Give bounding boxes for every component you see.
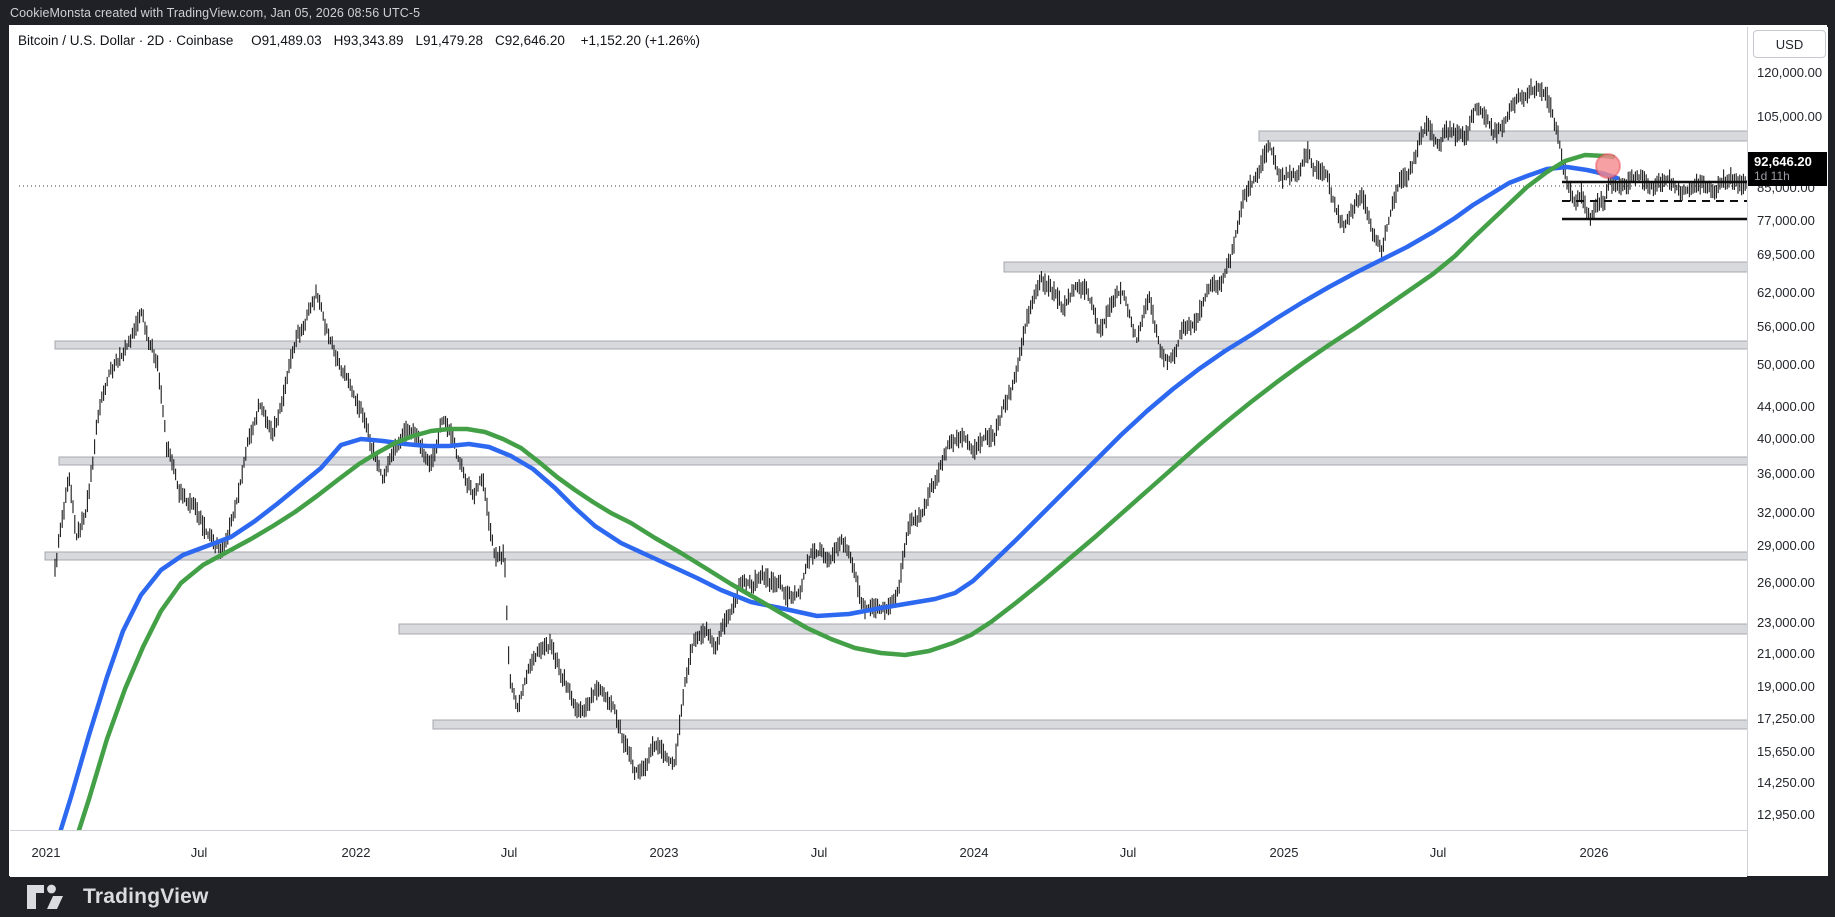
price-tick: 23,000.00 [1757, 615, 1815, 630]
currency-badge: USD [1753, 30, 1826, 58]
ohlc-item-o: O91,489.03 [251, 33, 322, 48]
time-tick-jul: Jul [811, 845, 828, 860]
price-tick: 62,000.00 [1757, 285, 1815, 300]
price-tick: 19,000.00 [1757, 679, 1815, 694]
price-chart-canvas[interactable] [19, 52, 1756, 855]
ohlc-item-l: L91,479.28 [415, 33, 483, 48]
bar-countdown: 1d 11h [1748, 169, 1827, 184]
time-tick-jul: Jul [1430, 845, 1447, 860]
time-tick-2021: 2021 [32, 845, 61, 860]
time-tick-2023: 2023 [650, 845, 679, 860]
candlestick-series [55, 78, 1756, 780]
price-tick: 56,000.00 [1757, 319, 1815, 334]
time-tick-jul: Jul [191, 845, 208, 860]
zone-supply-105k[interactable] [1259, 131, 1756, 141]
symbol-legend: Bitcoin / U.S. Dollar · 2D · Coinbase O9… [18, 33, 700, 48]
tradingview-logo: TradingView [27, 884, 209, 910]
ohlc-item-h: H93,343.89 [334, 33, 404, 48]
time-scale[interactable]: 2021 Jul 2022 Jul 2023 Jul 2024 Jul 2025 Jul 2026 [10, 830, 1747, 877]
footer-bar: TradingView [0, 877, 1835, 917]
price-tick: 69,500.00 [1757, 247, 1815, 262]
time-tick-2025: 2025 [1270, 845, 1299, 860]
zone-supply-73k[interactable] [1004, 262, 1756, 272]
time-tick-jul: Jul [501, 845, 518, 860]
zone-zone-18k[interactable] [433, 720, 1756, 729]
zone-zone-24k[interactable] [399, 624, 1756, 634]
price-tick: 32,000.00 [1757, 505, 1815, 520]
price-tick: 40,000.00 [1757, 431, 1815, 446]
zone-zone-40k[interactable] [59, 457, 1756, 465]
price-tick: 77,000.00 [1757, 213, 1815, 228]
time-tick-jul: Jul [1120, 845, 1137, 860]
price-tick: 12,950.00 [1757, 807, 1815, 822]
price-tick: 21,000.00 [1757, 646, 1815, 661]
time-tick-2022: 2022 [342, 845, 371, 860]
price-tick: 14,250.00 [1757, 775, 1815, 790]
time-tick-2024: 2024 [960, 845, 989, 860]
attribution-text: CookieMonsta created with TradingView.co… [0, 6, 420, 20]
zone-zone-57k[interactable] [55, 341, 1756, 349]
current-price-value: 92,646.20 [1748, 152, 1827, 169]
tradingview-logo-icon [27, 884, 71, 910]
price-tick: 17,250.00 [1757, 711, 1815, 726]
price-tick: 50,000.00 [1757, 357, 1815, 372]
currency-label: USD [1776, 37, 1803, 52]
time-tick-2026: 2026 [1580, 845, 1609, 860]
price-tick: 29,000.00 [1757, 538, 1815, 553]
price-tick: 26,000.00 [1757, 575, 1815, 590]
ohlc-item-c: C92,646.20 [495, 33, 565, 48]
price-tick: 120,000.00 [1757, 65, 1822, 80]
price-tick: 15,650.00 [1757, 744, 1815, 759]
price-tick: 105,000.00 [1757, 109, 1822, 124]
marker-circle[interactable] [1596, 154, 1620, 178]
price-tick: 36,000.00 [1757, 466, 1815, 481]
price-tick: 44,000.00 [1757, 399, 1815, 414]
current-price-label: 92,646.20 1d 11h [1748, 152, 1827, 186]
attribution-bar: CookieMonsta created with TradingView.co… [0, 0, 1835, 25]
chart-panel [9, 25, 1827, 876]
zone-zone-30k[interactable] [45, 552, 1756, 560]
symbol-title: Bitcoin / U.S. Dollar · 2D · Coinbase [18, 33, 233, 48]
ohlc-values: O91,489.03 H93,343.89 L91,479.28 C92,646.20 [251, 33, 577, 48]
change-value: +1,152.20 (+1.26%) [581, 33, 700, 48]
tradingview-wordmark: TradingView [83, 885, 209, 909]
